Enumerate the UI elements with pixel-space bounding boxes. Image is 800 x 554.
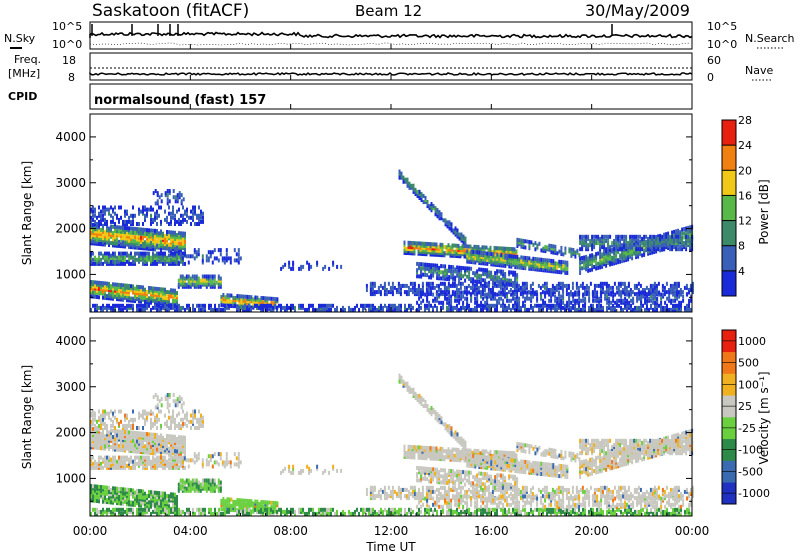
date-title: 30/May/2009 bbox=[585, 1, 690, 20]
colorbar-tick-label: 8 bbox=[738, 240, 745, 253]
colorbar-swatch bbox=[722, 220, 736, 247]
colorbar-swatch bbox=[722, 120, 736, 146]
x-tick-label: 16:00 bbox=[474, 524, 509, 538]
colorbar-tick-label: 12 bbox=[738, 215, 752, 228]
colorbar-tick-label: -25 bbox=[738, 422, 756, 435]
colorbar-tick-label: -500 bbox=[738, 465, 763, 478]
colorbar-tick-label: 1000 bbox=[738, 335, 766, 348]
x-tick-label: 20:00 bbox=[574, 524, 609, 538]
noise-right-label: N.Search bbox=[745, 32, 795, 45]
freq-trace bbox=[89, 67, 693, 76]
power-colorbar-label: Power [dB] bbox=[757, 179, 771, 244]
y-tick-label: 1000 bbox=[55, 471, 86, 485]
velocity-colorbar: 1000 500 100 25 -25 -100 -500 -1000 bbox=[721, 329, 770, 505]
colorbar-tick-label: 20 bbox=[738, 164, 752, 177]
x-tick-label: 00:00 bbox=[73, 524, 108, 538]
freq-left-tick-bottom: 8 bbox=[68, 71, 75, 84]
noise-left-tick-top: 10^5 bbox=[52, 20, 82, 33]
x-tick-label: 04:00 bbox=[173, 524, 208, 538]
noise-right-tick-top: 10^5 bbox=[707, 20, 737, 33]
colorbar-tick-label: 4 bbox=[738, 265, 745, 278]
noise-trace bbox=[89, 24, 693, 46]
noise-left-tick-bottom: 10^0 bbox=[52, 38, 82, 51]
colorbar-swatch bbox=[722, 270, 736, 297]
x-axis-label: Time UT bbox=[365, 540, 416, 554]
freq-right-label: Nave bbox=[745, 64, 773, 77]
x-axis: 00:00 04:00 08:00 12:00 16:00 20:00 00:00 bbox=[73, 44, 710, 538]
x-tick-label: 12:00 bbox=[374, 524, 409, 538]
station-title: Saskatoon (fitACF) bbox=[92, 1, 249, 21]
cpid-label: CPID bbox=[8, 90, 37, 103]
freq-left-label-1: Freq. bbox=[14, 53, 41, 66]
y-tick-label: 1000 bbox=[55, 267, 86, 281]
colorbar-swatch bbox=[722, 195, 736, 221]
beam-title: Beam 12 bbox=[355, 2, 422, 20]
freq-right-tick-bottom: 0 bbox=[707, 71, 714, 84]
velocity-heatmap bbox=[90, 373, 694, 516]
colorbar-tick-label: 500 bbox=[738, 357, 759, 370]
x-tick-label: 08:00 bbox=[273, 524, 308, 538]
y-tick-label: 4000 bbox=[55, 130, 86, 144]
velocity-colorbar-label: Velocity [m s⁻¹] bbox=[757, 371, 771, 464]
power-ylabel: Slant Range [km] bbox=[20, 161, 34, 265]
velocity-ylabel: Slant Range [km] bbox=[20, 365, 34, 469]
colorbar-tick-label: 25 bbox=[738, 400, 752, 413]
y-tick-label: 4000 bbox=[55, 334, 86, 348]
freq-left-tick-top: 18 bbox=[62, 54, 76, 67]
y-tick-label: 3000 bbox=[55, 380, 86, 394]
colorbar-swatch bbox=[722, 170, 736, 196]
power-heatmap bbox=[90, 169, 694, 312]
cpid-text: normalsound (fast) 157 bbox=[94, 93, 266, 108]
y-tick-label: 2000 bbox=[55, 222, 86, 236]
colorbar-tick-label: -100 bbox=[738, 444, 763, 457]
y-tick-label: 2000 bbox=[55, 426, 86, 440]
freq-right-tick-top: 60 bbox=[707, 54, 721, 67]
freq-left-label-2: [MHz] bbox=[8, 67, 40, 80]
colorbar-swatch bbox=[722, 145, 736, 171]
x-tick-label: 00:00 bbox=[675, 524, 710, 538]
velocity-y-axis: 1000 2000 3000 4000 bbox=[55, 334, 692, 502]
colorbar-tick-label: 100 bbox=[738, 378, 759, 391]
noise-right-tick-bottom: 10^0 bbox=[707, 38, 737, 51]
power-colorbar: 4 8 12 16 20 24 28 bbox=[721, 114, 752, 297]
colorbar-tick-label: 24 bbox=[738, 139, 752, 152]
colorbar-tick-label: -1000 bbox=[738, 487, 770, 500]
colorbar-tick-label: 16 bbox=[738, 189, 752, 202]
colorbar-tick-label: 28 bbox=[738, 114, 752, 127]
y-tick-label: 3000 bbox=[55, 176, 86, 190]
colorbar-swatch bbox=[722, 245, 736, 272]
noise-left-label: N.Sky bbox=[4, 32, 36, 45]
power-y-axis: 1000 2000 3000 4000 bbox=[55, 130, 692, 298]
